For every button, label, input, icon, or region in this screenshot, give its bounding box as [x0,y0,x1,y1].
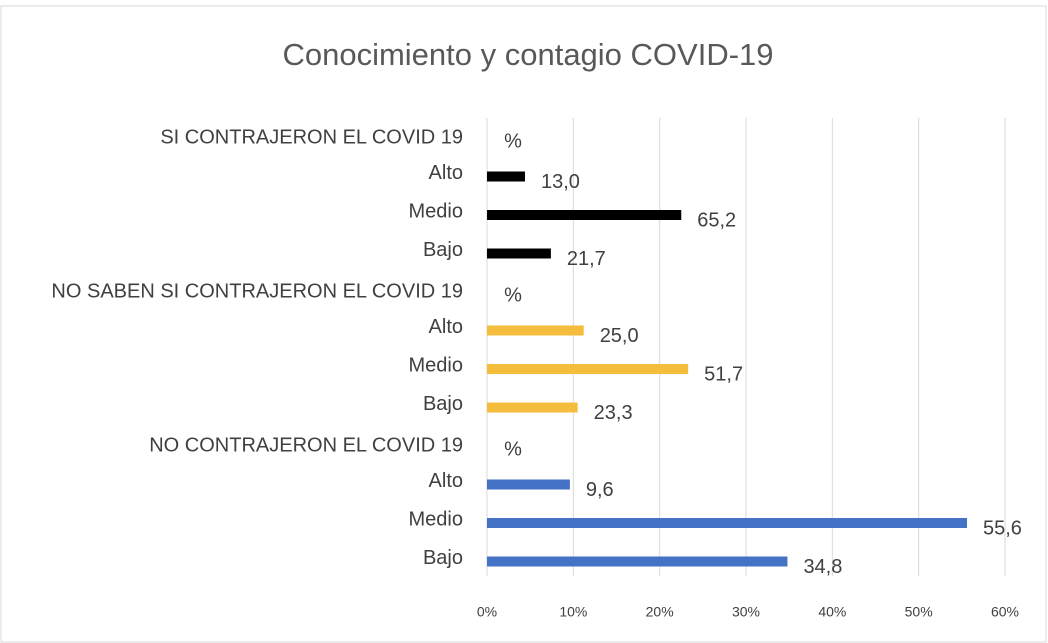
data-label: 65,2 [697,209,736,231]
group-label: NO SABEN SI CONTRAJERON EL COVID 19 [51,280,463,302]
y-tick-label: Medio [409,508,463,530]
bar [487,402,578,413]
y-tick-label: Medio [409,200,463,222]
group-label: SI CONTRAJERON EL COVID 19 [160,126,463,148]
x-tick-label: 20% [646,604,674,620]
data-label: 51,7 [704,363,743,385]
x-tick-label: 0% [477,604,497,620]
unit-label: % [504,284,522,306]
chart-border [0,5,1047,643]
x-tick-label: 10% [559,604,587,620]
group-label: NO CONTRAJERON EL COVID 19 [149,434,463,456]
bar [487,364,689,374]
y-tick-label: Bajo [423,393,463,415]
bar [487,171,525,182]
bar [487,210,682,220]
bar [487,479,570,490]
x-tick-label: 30% [732,604,760,620]
bar [487,325,584,336]
data-label: 21,7 [567,248,606,270]
y-tick-label: Alto [429,162,463,184]
unit-label: % [504,130,522,152]
unit-label: % [504,438,522,460]
bar [487,518,968,528]
y-tick-label: Alto [429,470,463,492]
x-tick-label: 50% [905,604,933,620]
x-tick-label: 40% [818,604,846,620]
data-label: 13,0 [541,171,580,193]
data-label: 34,8 [803,556,842,578]
data-label: 23,3 [594,402,633,424]
data-label: 25,0 [600,325,639,347]
bar [487,248,551,259]
y-tick-label: Alto [429,316,463,338]
y-tick-label: Bajo [423,547,463,569]
data-label: 55,6 [983,517,1022,539]
y-tick-label: Medio [409,354,463,376]
x-tick-label: 60% [991,604,1019,620]
data-label: 9,6 [586,479,614,501]
bar [487,556,788,567]
chart-title: Conocimiento y contagio COVID-19 [282,37,773,72]
y-tick-label: Bajo [423,239,463,261]
